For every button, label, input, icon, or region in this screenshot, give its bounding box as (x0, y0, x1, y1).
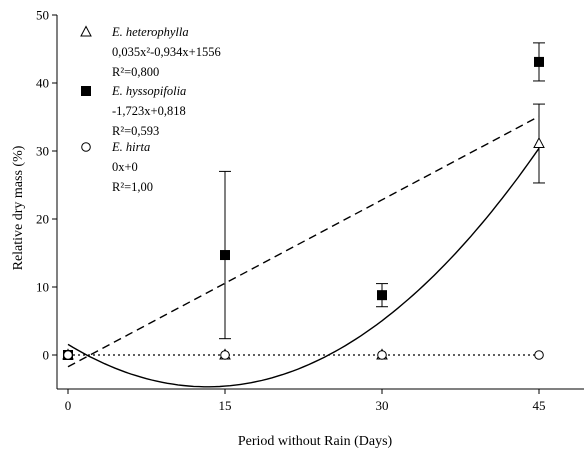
y-tick-label: 40 (36, 76, 49, 91)
x-tick-label: 15 (219, 398, 232, 413)
point-heterophylla (533, 136, 545, 149)
x-tick-label: 45 (533, 398, 546, 413)
point-hirta (377, 350, 387, 360)
legend-marker-hirta (81, 142, 91, 152)
y-tick-label: 50 (36, 8, 49, 23)
point-hyssopifolia (220, 250, 230, 261)
legend-r2-hirta: R²=1,00 (112, 180, 153, 194)
axes: 0 10 20 30 40 50 0 15 30 45 (36, 8, 584, 413)
legend: E. heterophylla 0,035x²-0,934x+1556 R²=0,8… (80, 25, 221, 194)
legend-equation-hyssopifolia: -1,723x+0,818 (112, 104, 186, 118)
y-tick-label: 20 (36, 212, 49, 227)
y-tick-label: 30 (36, 144, 49, 159)
legend-equation-hirta: 0x+0 (112, 160, 138, 174)
legend-marker-heterophylla (80, 25, 92, 37)
y-axis-title: Relative dry mass (%) (11, 145, 26, 270)
legend-label-hyssopifolia: E. hyssopifolia (111, 84, 186, 98)
legend-label-hirta: E. hirta (111, 140, 150, 154)
fit-line-hyssopifolia (67, 115, 540, 368)
y-tick-label: 0 (43, 348, 50, 363)
legend-marker-hyssopifolia (81, 86, 91, 96)
point-hyssopifolia (377, 290, 387, 301)
point-hyssopifolia (534, 56, 544, 67)
fit-line-heterophylla (67, 147, 540, 388)
x-tick-label: 0 (65, 398, 72, 413)
point-hirta (63, 350, 73, 360)
y-tick-label: 10 (36, 280, 49, 295)
x-tick-label: 30 (376, 398, 389, 413)
x-axis-title: Period without Rain (Days) (238, 434, 393, 449)
point-hirta (220, 350, 230, 360)
legend-r2-heterophylla: R²=0,800 (112, 65, 159, 79)
fit-curves (67, 115, 540, 388)
legend-label-heterophylla: E. heterophylla (111, 25, 189, 39)
legend-r2-hyssopifolia: R²=0,593 (112, 124, 159, 138)
legend-equation-heterophylla: 0,035x²-0,934x+1556 (112, 45, 221, 59)
point-hirta (534, 350, 544, 360)
data-markers (62, 56, 545, 360)
